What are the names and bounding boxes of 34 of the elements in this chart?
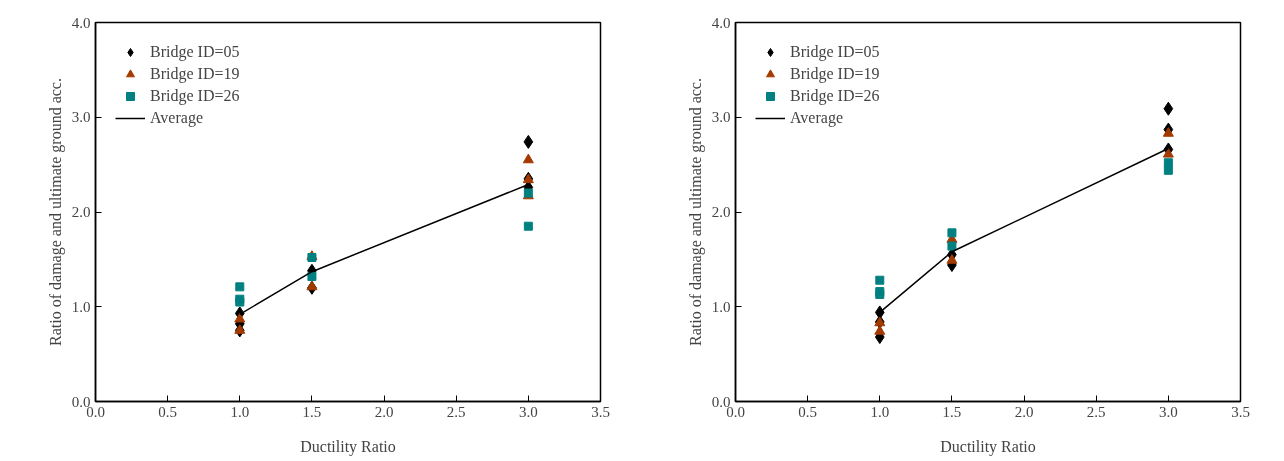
x-tick-label: 2.5	[1086, 403, 1106, 420]
x-tick-label: 2.5	[446, 403, 466, 420]
y-tick-label: 3.0	[71, 109, 91, 126]
legend-label: Bridge ID=19	[150, 65, 240, 83]
x-tick-label: 0.5	[158, 403, 178, 420]
x-tick-label: 1.0	[870, 403, 890, 420]
x-tick-label: 3.0	[1158, 403, 1178, 420]
y-tick-label: 2.0	[71, 204, 91, 220]
x-tick-label: 3.5	[1231, 403, 1250, 420]
legend-label: Bridge ID=26	[150, 87, 240, 105]
y-axis-title: Ratio of damage and ultimate ground acc.	[46, 78, 65, 346]
x-tick-label: 1.0	[230, 403, 250, 420]
y-axis-title: Ratio of damage and ultimate ground acc.	[686, 78, 705, 346]
legend-label: Bridge ID=05	[150, 43, 240, 61]
y-tick-label: 3.0	[711, 109, 731, 126]
y-tick-label: 2.0	[711, 204, 731, 220]
x-tick-label: 1.5	[942, 403, 962, 420]
x-tick-label: 3.5	[591, 403, 610, 420]
x-axis-title: Ductility Ratio	[300, 437, 396, 456]
legend-label: Bridge ID=19	[790, 65, 880, 83]
y-tick-label: 4.0	[71, 14, 91, 31]
y-tick-label: 1.0	[71, 298, 91, 315]
x-tick-label: 2.0	[374, 403, 394, 420]
legend-label: Average	[150, 109, 203, 127]
x-tick-label: 1.5	[302, 403, 322, 420]
x-tick-label: 0.5	[798, 403, 818, 420]
y-tick-label: 4.0	[711, 14, 731, 31]
legend-label: Bridge ID=05	[790, 43, 880, 61]
legend-label: Bridge ID=26	[790, 87, 880, 105]
x-tick-label: 2.0	[1014, 403, 1034, 420]
legend-label: Average	[790, 109, 843, 127]
y-tick-label: 1.0	[711, 298, 731, 315]
x-tick-label: 3.0	[518, 403, 538, 420]
x-axis-title: Ductility Ratio	[940, 437, 1036, 456]
